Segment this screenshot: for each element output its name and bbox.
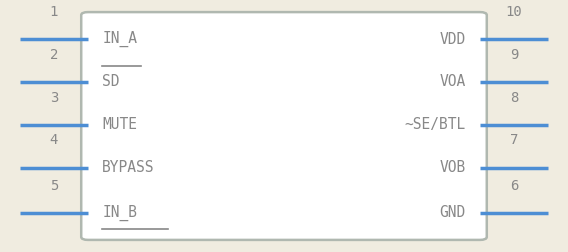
Text: VOB: VOB: [440, 160, 466, 175]
Text: MUTE: MUTE: [102, 117, 137, 132]
Text: 9: 9: [510, 48, 518, 62]
FancyBboxPatch shape: [81, 12, 487, 240]
Text: 4: 4: [50, 133, 58, 147]
Text: 1: 1: [50, 5, 58, 19]
Text: SD: SD: [102, 74, 120, 89]
Text: IN_A: IN_A: [102, 31, 137, 47]
Text: 7: 7: [510, 133, 518, 147]
Text: VOA: VOA: [440, 74, 466, 89]
Text: BYPASS: BYPASS: [102, 160, 154, 175]
Text: ~SE/BTL: ~SE/BTL: [404, 117, 466, 132]
Text: 3: 3: [50, 90, 58, 105]
Text: GND: GND: [440, 205, 466, 220]
Text: 2: 2: [50, 48, 58, 62]
Text: IN_B: IN_B: [102, 205, 137, 221]
Text: 5: 5: [50, 179, 58, 193]
Text: 8: 8: [510, 90, 518, 105]
Text: 6: 6: [510, 179, 518, 193]
Text: VDD: VDD: [440, 32, 466, 47]
Text: 10: 10: [506, 5, 523, 19]
